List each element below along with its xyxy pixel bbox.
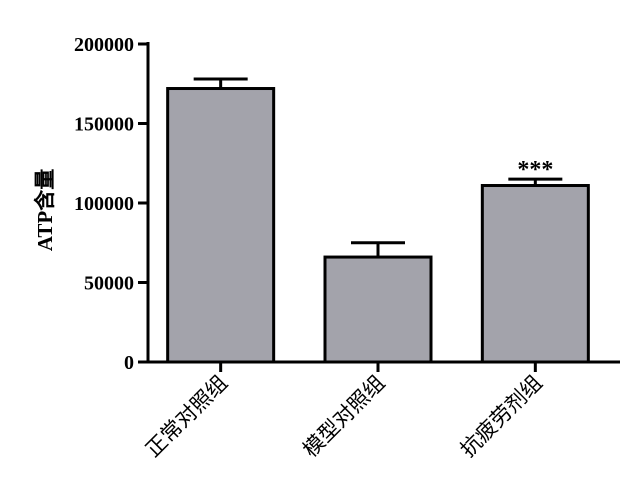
y-axis-title: ATP含量 — [33, 169, 57, 251]
x-category-label: 抗疲劳剂组 — [456, 371, 547, 462]
significance-label: *** — [517, 157, 553, 183]
y-tick-label: 150000 — [74, 114, 134, 136]
bar — [166, 87, 276, 364]
y-tick-label: 200000 — [74, 34, 134, 56]
x-category-label: 模型对照组 — [298, 371, 389, 462]
bar — [323, 255, 433, 364]
x-category-label: 正常对照组 — [141, 371, 232, 462]
bar — [480, 184, 590, 364]
y-tick-label: 0 — [124, 352, 134, 374]
y-axis: 0 50000 100000 150000 200000 — [74, 34, 150, 374]
significance-annotations: *** — [517, 157, 553, 183]
y-tick-label: 50000 — [84, 273, 134, 295]
x-axis: 正常对照组 模型对照组 抗疲劳剂组 — [141, 360, 620, 462]
y-tick-label: 100000 — [74, 193, 134, 215]
bars — [166, 87, 590, 364]
error-bars — [193, 77, 563, 258]
